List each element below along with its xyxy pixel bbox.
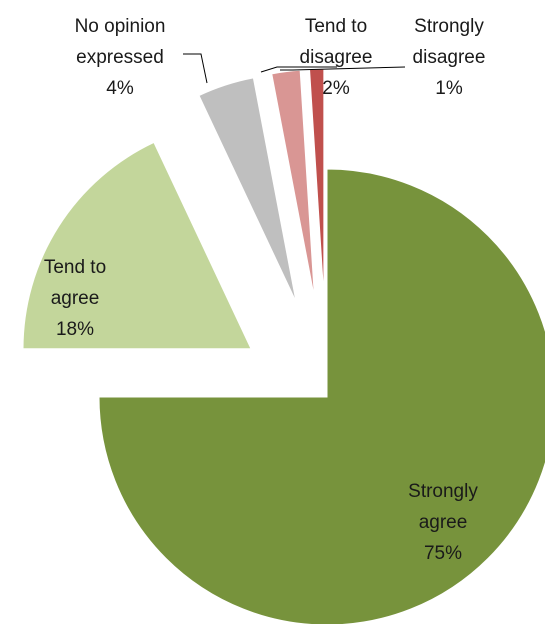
pie-slices: [22, 68, 545, 624]
pie-slice-2: [198, 77, 297, 303]
slice-labels: Strongly agree 75% Tend to agree 18% No opinio…: [44, 16, 486, 564]
leader-line-2: [183, 53, 208, 84]
leader-line-4: [280, 66, 406, 71]
slice-label-0: Strongly agree 75%: [408, 481, 478, 564]
pie-slice-0: [98, 168, 545, 624]
leader-line-3: [260, 66, 337, 73]
slice-label-2: No opinion expressed 4%: [75, 16, 166, 99]
slice-label-1: Tend to agree 18%: [44, 257, 106, 340]
pie-slice-1: [22, 141, 252, 350]
slice-label-3: Tend to disagree 2%: [300, 16, 373, 99]
slice-label-4: Strongly disagree 1%: [413, 16, 486, 99]
